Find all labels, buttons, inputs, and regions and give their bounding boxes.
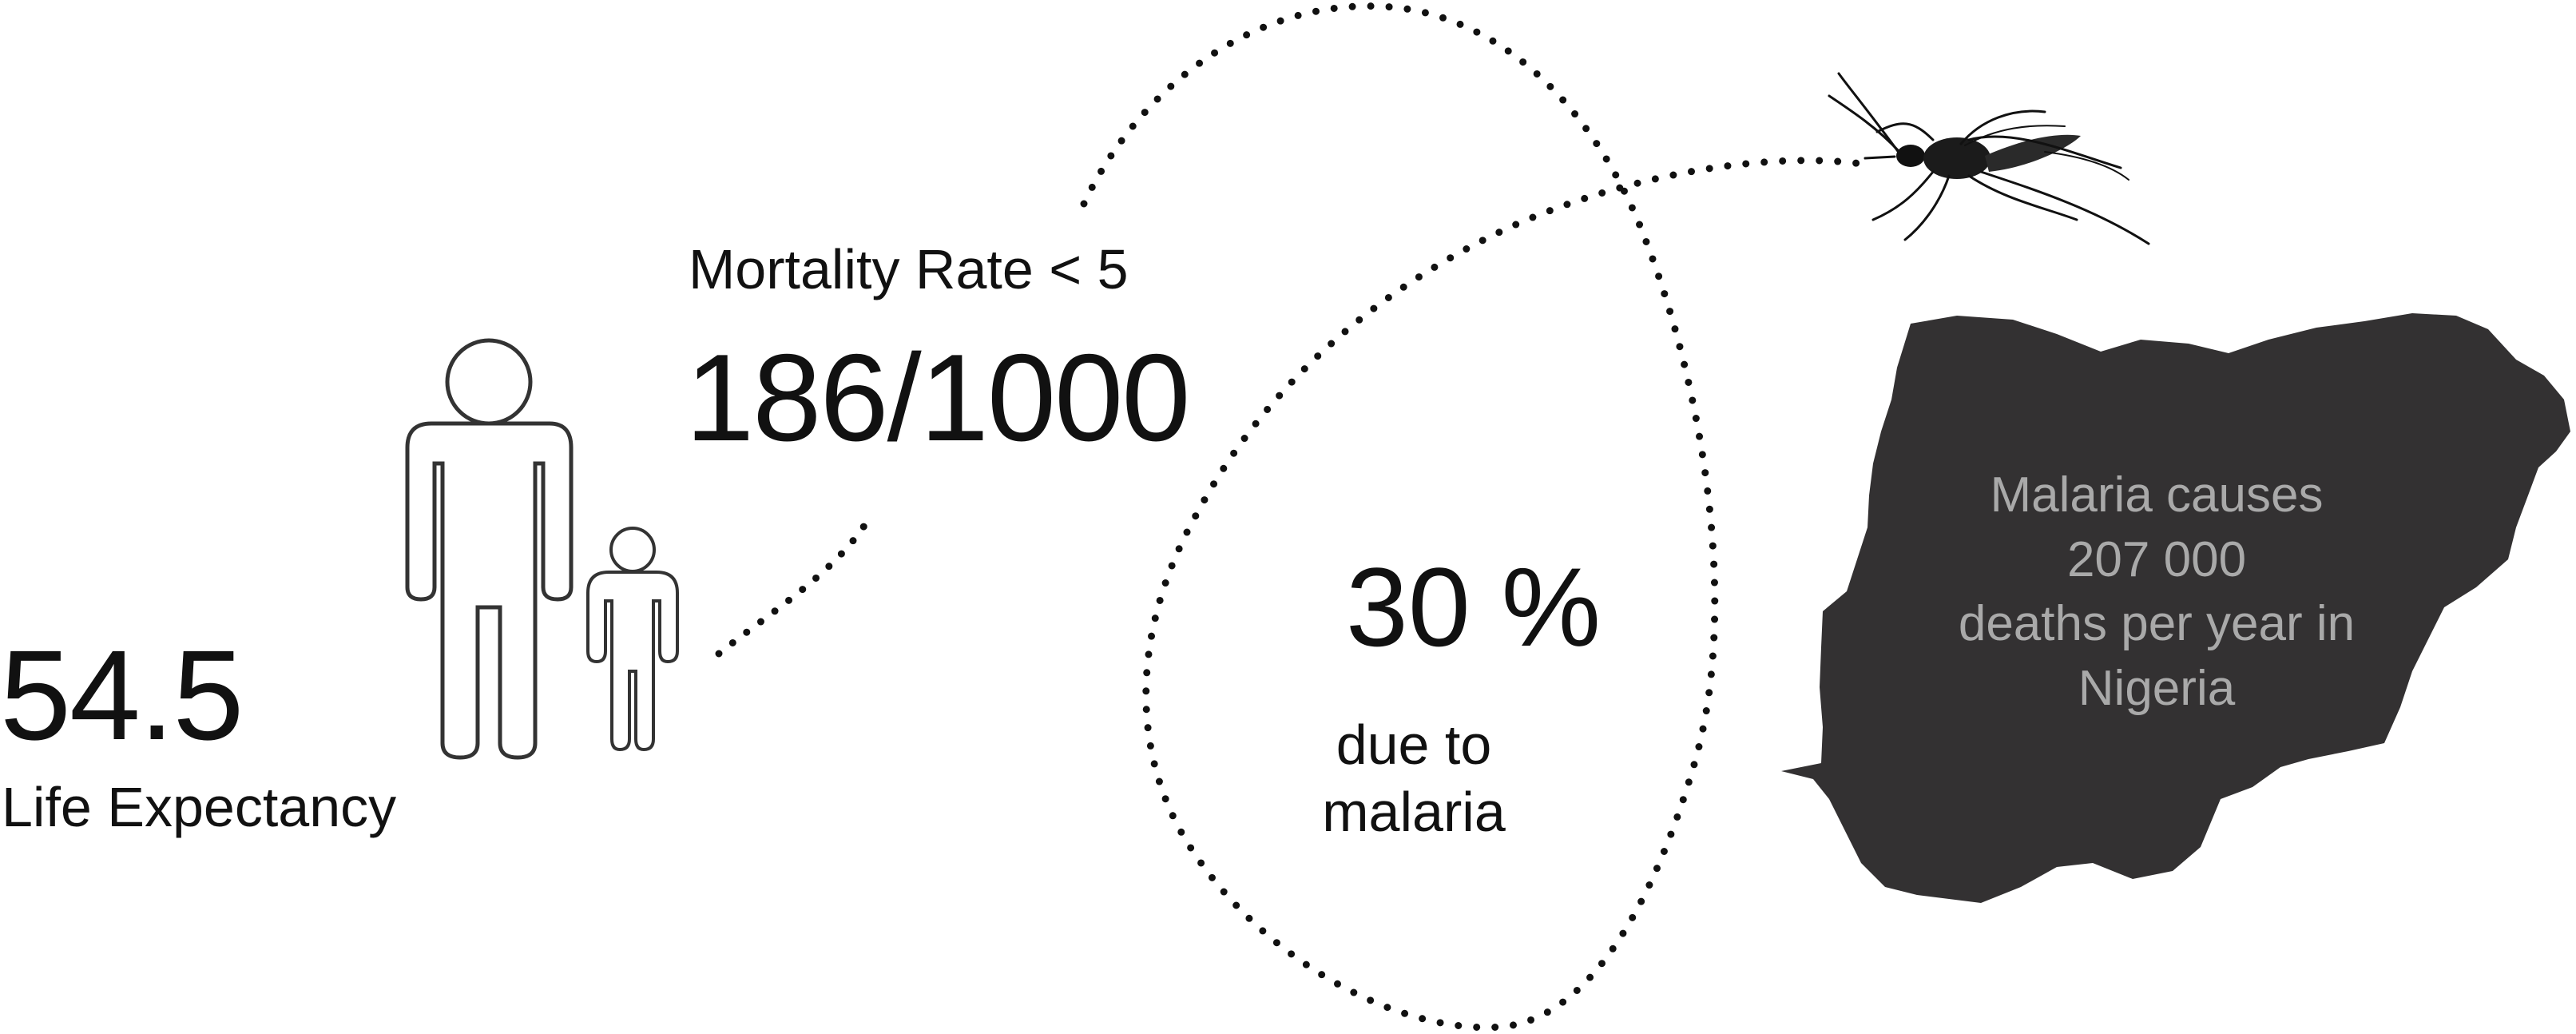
life-expectancy-value: 54.5 <box>0 623 244 766</box>
dotted-connector-left <box>715 522 868 658</box>
life-expectancy-label: Life Expectancy <box>2 776 397 838</box>
nigeria-map-icon <box>1781 313 2570 903</box>
mortality-rate-label: Mortality Rate < 5 <box>689 238 1129 300</box>
map-text-line: 207 000 <box>2066 531 2247 587</box>
mosquito-icon <box>1828 72 2150 245</box>
map-text-line: deaths per year in <box>1958 596 2356 652</box>
map-text-line: Malaria causes <box>1990 467 2324 523</box>
malaria-share-value: 30 % <box>1346 544 1602 670</box>
mortality-rate-value: 186/1000 <box>685 328 1190 467</box>
map-text-line: Nigeria <box>2078 660 2236 716</box>
dotted-loop <box>1080 2 1865 1032</box>
malaria-share-label: due to malaria <box>1322 714 1506 843</box>
child-figure-icon <box>586 527 679 752</box>
nigeria-malaria-deaths-text: Malaria causes 207 000 deaths per year i… <box>1901 463 2412 721</box>
adult-figure-icon <box>405 338 574 760</box>
